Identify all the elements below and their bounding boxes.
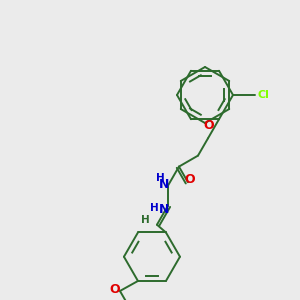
Text: N: N (159, 178, 169, 191)
Text: H: H (141, 215, 149, 225)
Text: O: O (203, 119, 214, 132)
Text: O: O (184, 173, 195, 186)
Text: H: H (156, 173, 164, 183)
Text: N: N (159, 203, 169, 216)
Text: O: O (110, 284, 120, 296)
Text: H: H (150, 203, 158, 213)
Text: Cl: Cl (258, 90, 270, 100)
